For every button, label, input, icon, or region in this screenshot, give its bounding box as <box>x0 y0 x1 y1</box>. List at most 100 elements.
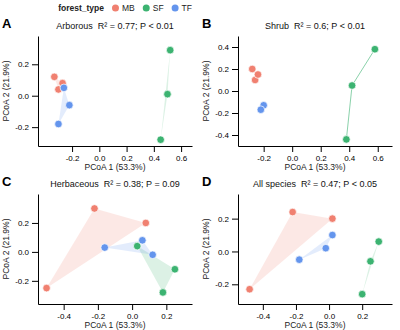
x-tick-mark <box>349 146 350 152</box>
figure: -0.20.00.20.40.6-0.20.00.2PCoA 1 (53.3%)… <box>0 0 400 330</box>
legend-swatch <box>172 5 179 12</box>
y-axis-title: PCoA 2 (21.9%) <box>1 60 11 121</box>
y-axis-title: PCoA 2 (21.9%) <box>201 218 211 279</box>
x-axis-line <box>239 146 393 147</box>
y-axis: -0.20.00.2 <box>215 195 238 305</box>
point <box>51 73 59 81</box>
plot-area: -0.20.00.20.40.6-0.4-0.20.00.20.4PCoA 1 … <box>201 21 393 172</box>
y-tick: 0.0 <box>18 248 38 257</box>
point <box>43 284 51 292</box>
y-tick-label: -0.4 <box>215 131 229 140</box>
marks <box>248 45 378 143</box>
y-axis-title: PCoA 2 (21.9%) <box>1 218 11 279</box>
point <box>157 136 165 144</box>
y-tick: 0.0 <box>18 92 38 101</box>
point <box>101 244 109 252</box>
y-tick-label: 0.0 <box>218 87 230 96</box>
hull <box>299 235 332 260</box>
y-tick-mark <box>32 223 38 224</box>
line <box>346 49 375 139</box>
legend: forest_typeMBSFTF <box>58 3 192 13</box>
point <box>139 237 147 245</box>
point <box>295 256 303 264</box>
point <box>257 106 265 114</box>
y-tick-mark <box>232 47 238 48</box>
y-tick-label: 0.0 <box>18 92 30 101</box>
y-axis-line <box>38 37 39 147</box>
x-tick-mark <box>321 146 322 152</box>
y-tick-mark <box>232 284 238 285</box>
x-tick-mark <box>264 146 265 152</box>
x-tick-label: 0.2 <box>357 312 369 321</box>
x-tick: 0.0 <box>324 304 336 321</box>
x-tick: 0.0 <box>127 304 139 321</box>
x-tick-mark <box>181 146 182 152</box>
point <box>142 219 150 227</box>
y-tick-mark <box>232 251 238 252</box>
x-axis-line <box>39 304 193 305</box>
y-axis-line <box>38 195 39 305</box>
plot-area: -0.20.00.20.40.6-0.20.00.2PCoA 1 (53.3%)… <box>1 21 193 172</box>
point <box>343 136 351 144</box>
hull <box>250 212 333 289</box>
y-tick-mark <box>32 64 38 65</box>
point <box>371 45 379 53</box>
y-tick: 0.0 <box>218 248 238 257</box>
panel: -0.20.00.20.40.6-0.20.00.2PCoA 1 (53.3%)… <box>1 16 193 172</box>
x-tick: 0.0 <box>94 146 106 163</box>
x-tick-label: 0.4 <box>344 154 356 163</box>
x-tick-label: -0.2 <box>66 154 80 163</box>
point <box>289 208 297 216</box>
point <box>91 205 99 213</box>
point <box>329 215 337 223</box>
x-axis-title: PCoA 1 (53.3%) <box>285 162 346 172</box>
point <box>248 65 256 73</box>
x-axis: -0.4-0.20.00.2 <box>239 304 393 321</box>
x-tick-mark <box>378 146 379 152</box>
legend-swatch <box>112 5 119 12</box>
x-tick: -0.2 <box>257 146 271 163</box>
x-tick: -0.4 <box>57 304 71 321</box>
panel-title: Shrub R² = 0.6; P < 0.01 <box>265 21 365 31</box>
point <box>246 285 254 293</box>
point <box>164 90 172 98</box>
y-tick-label: 0.0 <box>18 248 30 257</box>
y-axis: -0.20.00.2 <box>15 37 38 147</box>
point <box>66 101 74 109</box>
point <box>149 251 157 259</box>
x-tick: 0.2 <box>161 304 173 321</box>
y-tick-mark <box>32 96 38 97</box>
legend-title: forest_type <box>58 3 104 13</box>
y-axis: -0.20.00.2 <box>15 195 38 305</box>
y-tick-mark <box>32 252 38 253</box>
y-tick-label: -0.2 <box>215 109 229 118</box>
x-tick-label: 0.2 <box>161 312 173 321</box>
panel: -0.20.00.20.40.6-0.4-0.20.00.20.4PCoA 1 … <box>201 16 393 172</box>
x-axis: -0.20.00.20.40.6 <box>39 146 193 163</box>
y-tick-label: 0.4 <box>218 43 230 52</box>
x-tick: -0.2 <box>91 304 105 321</box>
x-tick: 0.2 <box>316 146 328 163</box>
x-tick-mark <box>292 146 293 152</box>
hull <box>362 242 379 295</box>
point <box>171 265 179 273</box>
x-tick: 0.6 <box>176 146 188 163</box>
y-tick: -0.2 <box>215 109 238 118</box>
y-axis-line <box>238 37 239 147</box>
x-axis: -0.20.00.20.40.6 <box>239 146 393 163</box>
x-tick: 0.2 <box>357 304 369 321</box>
x-tick-mark <box>154 146 155 152</box>
y-tick-mark <box>232 113 238 114</box>
panel: -0.4-0.20.00.2-0.20.00.2PCoA 1 (53.3%)PC… <box>1 174 193 330</box>
panel-label: C <box>2 174 12 189</box>
y-axis-line <box>238 195 239 305</box>
x-tick: 0.6 <box>373 146 385 163</box>
panel-label: D <box>202 174 211 189</box>
x-tick-label: 0.6 <box>176 154 188 163</box>
x-tick-label: -0.2 <box>257 154 271 163</box>
x-tick-label: 0.4 <box>149 154 161 163</box>
y-tick: -0.4 <box>215 131 238 140</box>
plot-area: -0.4-0.20.00.2-0.20.00.2PCoA 1 (53.3%)PC… <box>1 179 193 330</box>
x-axis-line <box>39 146 193 147</box>
point <box>367 258 375 266</box>
